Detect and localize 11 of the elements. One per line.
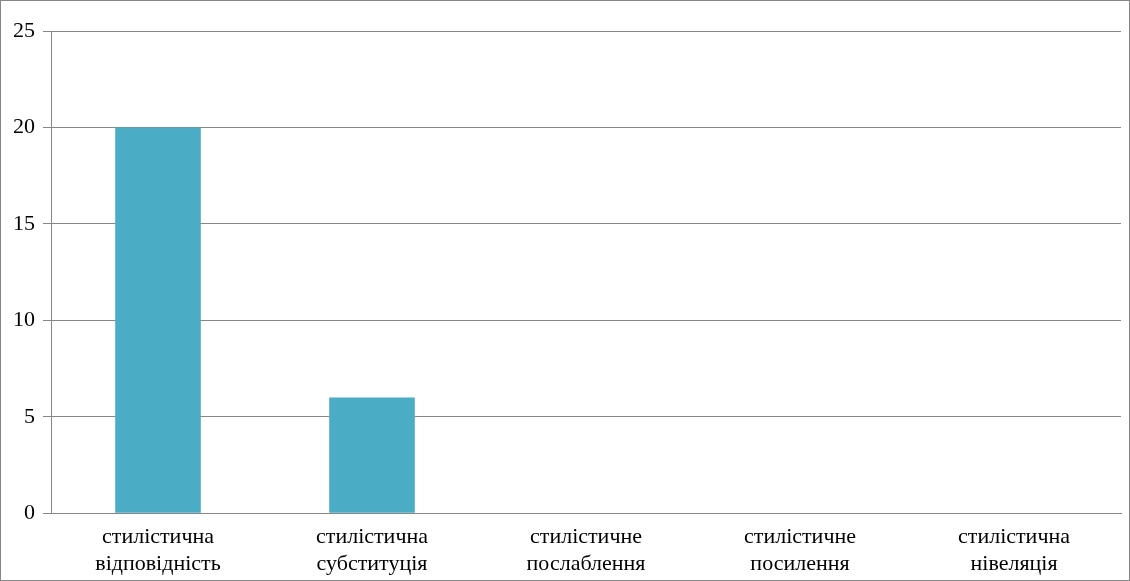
y-tick-label: 10 [13,306,35,332]
x-tick-label: стилістична нівеляція [958,523,1071,575]
y-tick-label: 15 [13,209,35,235]
x-tick-label: стилістичне посилення [744,523,856,575]
x-tick-label: стилістична субституція [316,523,429,575]
y-tick-label: 25 [13,16,35,42]
y-tick-label: 0 [24,498,35,524]
x-tick-label: стилістичне послаблення [526,523,646,575]
x-tick-label: стилістична відповідність [95,523,221,575]
y-tick-label: 20 [13,113,35,139]
y-tick-label: 5 [24,402,35,428]
